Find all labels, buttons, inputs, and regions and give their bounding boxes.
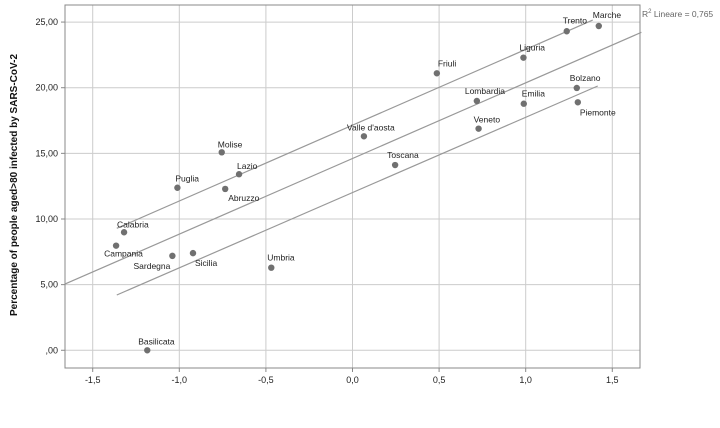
data-point (169, 252, 176, 260)
point-label: Valle d'aosta (347, 122, 395, 132)
point-label: Lazio (237, 161, 258, 171)
x-tick-label: 0,0 (346, 375, 359, 385)
point-label: Puglia (175, 174, 199, 184)
data-point (573, 84, 580, 92)
regression-lines (64, 19, 642, 296)
data-point (235, 171, 243, 178)
point-label: Sardegna (134, 261, 171, 271)
point-label: Basilicata (138, 336, 175, 346)
y-tick-labels: ,00 5,00 10,00 15,00 20,00 25,00 (35, 17, 58, 355)
point-label: Campania (104, 249, 143, 259)
x-tick-label: -0,5 (258, 375, 274, 385)
fit-line (64, 31, 642, 285)
point-label: Marche (593, 10, 622, 20)
y-axis-label: Percentage of people aged>80 infected by… (9, 54, 20, 316)
data-point (595, 22, 602, 30)
data-point (112, 242, 120, 249)
data-point (473, 97, 481, 105)
grid (61, 5, 640, 372)
point-label: Lombardia (465, 86, 505, 96)
plot-frame (64, 4, 641, 369)
x-tick-label: 1,0 (519, 375, 532, 385)
data-point (475, 125, 482, 132)
x-tick-label: -1,5 (85, 375, 101, 385)
data-point (391, 161, 399, 169)
x-tick-label: 0,5 (433, 375, 446, 385)
y-tick-label: 25,00 (35, 17, 58, 27)
x-tick-label: 1,5 (606, 375, 619, 385)
point-label: Liguria (519, 43, 545, 53)
data-point (574, 99, 582, 106)
data-points: Molise Lazio Puglia Abruzzo Calabria Campania… (104, 10, 622, 354)
point-label: Friuli (438, 58, 457, 68)
y-tick-label: 5,00 (40, 280, 58, 290)
data-point (563, 28, 570, 35)
point-label: Calabria (117, 219, 149, 229)
data-point (174, 184, 181, 191)
data-point (268, 264, 275, 271)
point-label: Bolzano (570, 73, 601, 83)
data-point (189, 249, 197, 257)
data-point (120, 229, 128, 236)
point-label: Toscana (387, 150, 419, 160)
r2-prefix: R (642, 9, 648, 19)
point-label: Trento (563, 15, 588, 25)
point-label: Veneto (474, 115, 501, 125)
point-label: Piemonte (580, 107, 616, 117)
point-label: Emilia (522, 89, 545, 99)
point-label: Molise (218, 139, 243, 149)
x-tick-labels: -1,5 -1,0 -0,5 0,0 0,5 1,0 1,5 (85, 375, 619, 385)
r2-superscript: 2 (648, 9, 652, 15)
y-tick-label: 10,00 (35, 214, 58, 224)
data-point (433, 70, 441, 77)
data-point (520, 100, 527, 107)
point-label: Umbria (267, 253, 295, 263)
x-tick-label: -1,0 (172, 375, 188, 385)
upper-band-line (116, 19, 593, 229)
y-tick-label: ,00 (45, 345, 58, 355)
data-point (222, 185, 229, 193)
point-label: Sicilia (195, 258, 217, 268)
lower-band-line (116, 85, 598, 296)
data-point (218, 149, 225, 156)
r2-text: Lineare = 0,765 (651, 9, 713, 19)
data-point (520, 54, 527, 61)
data-point (144, 347, 151, 354)
y-tick-label: 20,00 (35, 83, 58, 93)
point-label: Abruzzo (228, 193, 259, 203)
data-point (360, 133, 368, 140)
r-squared-annotation: R2 Lineare = 0,765 (642, 9, 713, 19)
y-tick-label: 15,00 (35, 148, 58, 158)
